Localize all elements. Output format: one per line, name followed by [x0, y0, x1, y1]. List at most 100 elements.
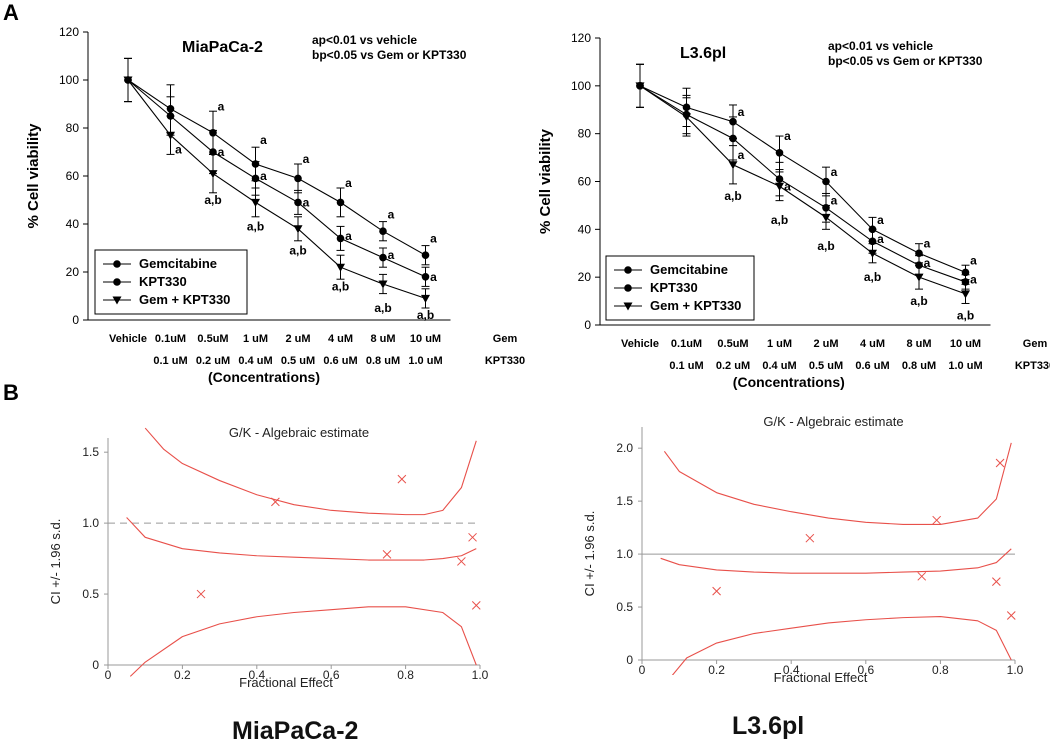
ci-data-point	[382, 549, 392, 559]
significance-label: a	[924, 237, 931, 251]
data-point	[294, 198, 302, 207]
data-point	[868, 249, 877, 258]
data-point	[729, 134, 737, 143]
x-tick-label: 1.0	[472, 668, 489, 682]
ci-data-point	[471, 601, 481, 610]
significance-label: a	[388, 248, 395, 262]
y-tick-label: 60	[578, 175, 592, 189]
x-tick-label: 10 uM	[410, 333, 441, 345]
significance-label: a	[260, 133, 267, 147]
y-tick-label: 1.5	[616, 494, 633, 508]
x-row-tag: Gem	[1023, 338, 1048, 350]
x-tick-label: 0.5uM	[717, 338, 748, 350]
significance-label: a,b	[247, 219, 264, 233]
significance-label: a	[924, 256, 931, 270]
ci-curve	[660, 548, 1012, 574]
series-line	[639, 85, 966, 283]
data-point	[336, 198, 345, 207]
chart-title: L3.6pl	[680, 45, 726, 62]
chart-miapaca-ci: 0 0.2 0.4 0.6 0.8 1.0 0 0.5 1.0 1.5 CI +/- 1.96 s.…	[48, 425, 489, 690]
caption-l36pl: L3.6pl	[732, 712, 805, 740]
x-tick-label: 4 uM	[328, 333, 353, 345]
x-mark-stroke	[932, 515, 942, 525]
x-tick-label: 0.1 uM	[153, 355, 187, 367]
significance-label: a	[260, 169, 267, 183]
significance-label: a	[430, 270, 437, 284]
significance-label: a	[784, 129, 791, 143]
x-tick-label: 0.2	[708, 663, 725, 677]
y-tick-label: 0	[92, 658, 99, 672]
x-tick-label: 0.2	[174, 668, 191, 682]
x-tick-label: 0.8	[397, 668, 414, 682]
x-axis-title: (Concentrations)	[733, 374, 845, 390]
x-tick-label: 8 uM	[370, 333, 395, 345]
x-mark-stroke	[457, 557, 466, 566]
lower-bound-curve	[129, 606, 477, 677]
significance-label: a,b	[332, 279, 349, 293]
y-tick-label: 1.5	[82, 445, 99, 459]
significance-label: a	[877, 213, 884, 227]
x-axis-title: Fractional Effect	[239, 675, 333, 690]
x-row-tag: KPT330	[485, 355, 525, 367]
y-tick-label: 0.5	[82, 587, 99, 601]
legend-label: Gem + KPT330	[139, 292, 230, 307]
y-tick-label: 0	[626, 653, 633, 667]
significance-label: a	[831, 165, 838, 179]
ci-data-point	[712, 586, 721, 596]
data-point	[821, 213, 831, 222]
y-tick-label: 100	[59, 73, 79, 87]
lower-bound-curve	[671, 616, 1012, 675]
legend-marker	[113, 260, 121, 268]
x-mark-stroke	[991, 577, 1001, 586]
data-point	[166, 131, 175, 140]
x-mark-stroke	[1006, 611, 1016, 620]
x-tick-label: Vehicle	[109, 333, 147, 345]
y-tick-label: 20	[66, 265, 80, 279]
chart-title: G/K - Algebraic estimate	[763, 414, 903, 429]
significance-label: a	[430, 231, 437, 245]
y-tick-label: 80	[578, 127, 592, 141]
y-tick-label: 0.5	[616, 600, 633, 614]
x-axis-title: (Concentrations)	[208, 369, 320, 385]
significance-label: a,b	[957, 308, 974, 322]
chart-l36pl-viability: 0 20 40 60 80 100 120 % Cell viability L3.6pl ap<…	[537, 31, 1050, 390]
significance-label: a	[303, 195, 310, 209]
significance-label: a	[738, 148, 745, 162]
data-point	[914, 273, 924, 282]
x-tick-label: 0.5 uM	[809, 360, 843, 372]
legend-marker	[623, 302, 633, 311]
caption-miapaca: MiaPaCa-2	[232, 717, 359, 745]
data-point	[775, 149, 784, 157]
data-point	[635, 82, 645, 91]
ci-curve	[126, 517, 477, 561]
x-tick-label: 1.0 uM	[948, 360, 982, 372]
x-tick-label: 0.1uM	[155, 333, 186, 345]
ci-curves	[126, 427, 477, 677]
data-point	[961, 290, 970, 299]
data-point	[379, 227, 387, 235]
x-tick-label: 0.5 uM	[281, 355, 315, 367]
ci-data-point	[468, 532, 477, 542]
legend-label: Gem + KPT330	[650, 298, 741, 313]
annotation-line: ap<0.01 vs vehicle	[312, 33, 417, 47]
x-axis-title: Fractional Effect	[774, 670, 868, 685]
x-tick-label: Vehicle	[621, 338, 659, 350]
annotation-line: ap<0.01 vs vehicle	[828, 39, 933, 53]
y-tick-label: 40	[66, 217, 80, 231]
legend-label: KPT330	[650, 280, 698, 295]
significance-label: a	[970, 253, 977, 267]
x-tick-label: 2 uM	[285, 333, 310, 345]
data-point	[251, 174, 260, 183]
y-tick-label: 20	[578, 270, 592, 284]
y-axis-title: % Cell viability	[25, 123, 42, 229]
significance-label: a	[784, 179, 791, 193]
significance-label: a,b	[817, 239, 834, 253]
upper-bound-curve	[663, 442, 1012, 525]
series-line	[639, 85, 966, 295]
significance-label: a,b	[910, 294, 927, 308]
y-axis-title: CI +/- 1.96 s.d.	[48, 519, 63, 605]
legend-marker	[624, 266, 632, 274]
ci-data-point	[932, 515, 942, 525]
y-tick-label: 0	[584, 318, 591, 332]
data-point	[336, 263, 345, 272]
